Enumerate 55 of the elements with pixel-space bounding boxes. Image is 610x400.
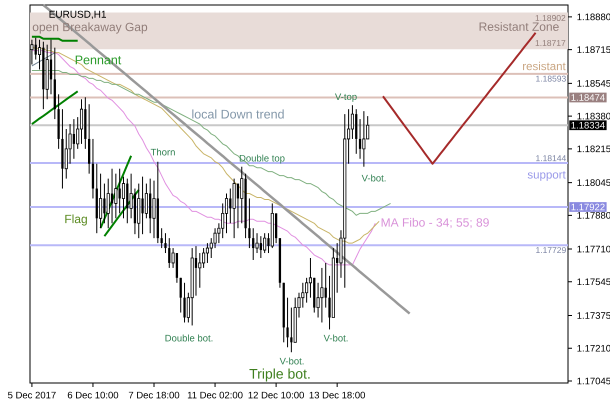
x-tick-label: 12 Dec 10:00 [248,392,304,398]
ref-line-label: 1.18593 [536,76,566,82]
chart-title: EURUSD,H1 [50,10,106,19]
annotation: V-bot. [362,174,386,182]
candlestick [122,176,126,219]
annotation: 1.18717 [536,40,566,46]
candlestick [362,110,366,168]
annotation: local Down trend [192,109,284,119]
annotation: Double bot. [165,334,212,342]
candlestick [72,118,76,160]
annotation: MA Fibo - 34; 55; 89 [382,218,489,228]
annotation: resistant [523,62,566,70]
ref-line-label: 1.17729 [536,247,566,254]
x-tick-label: 11 Dec 02:00 [188,392,243,398]
x-tick-label: 5 Dec 2017 [8,392,56,398]
candlestick [152,180,156,239]
candlestick [34,37,37,60]
ref-line-label: 1.18474 [572,94,605,101]
annotation: V-top [334,93,357,102]
candlestick [263,232,266,254]
candlestick [305,277,308,304]
annotation: support [528,171,566,181]
candlestick [99,173,102,229]
candlestick [160,228,163,249]
candlestick [214,228,217,249]
candlestick [301,282,304,308]
x-tick-label: 13 Dec 18:00 [310,392,366,398]
candlestick [255,232,259,254]
ref-line-label: 1.17922 [572,204,605,210]
ref-line-label: 1.18334 [572,122,605,129]
candlestick [224,193,228,234]
annotation: Thorn [150,148,175,156]
annotation: Flag [65,214,87,226]
annotation: Double top [240,154,285,164]
candlestick [80,98,84,144]
annotation: 1.18902 [536,15,566,22]
candlestick [290,307,293,353]
x-tick-label: 6 Dec 10:00 [68,392,118,398]
candlestick [168,238,170,268]
x-tick-label: 7 Dec 18:00 [128,392,180,398]
candlestick [320,267,324,323]
annotation: Pennant [76,56,122,64]
candlestick [118,168,121,214]
candlestick [252,228,254,260]
candlestick [180,277,182,314]
candlestick [316,282,320,318]
candlestick [324,262,327,308]
annotation: V-bot. [324,334,348,342]
candlestick [260,236,262,258]
band-label: Resistant Zone [480,22,559,31]
annotation: Triple bot. [249,368,310,382]
line-series [31,52,56,66]
ref-line-label: 1.18144 [536,155,566,162]
line-series [100,154,132,230]
annotation: V-bot. [280,358,304,364]
